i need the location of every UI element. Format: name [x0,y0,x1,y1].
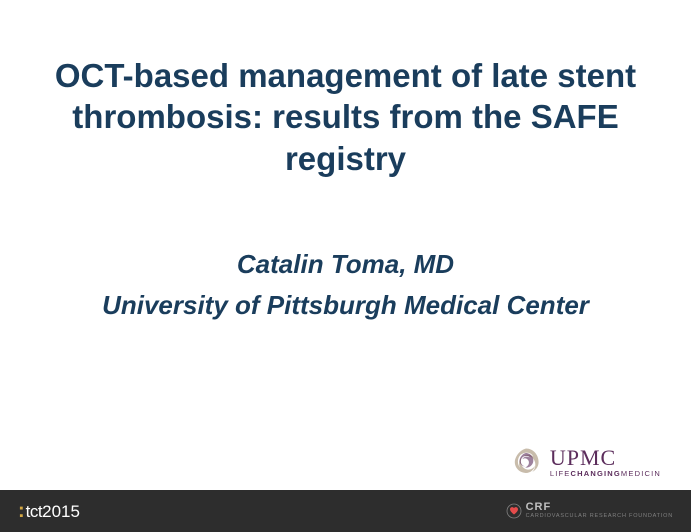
tct-logo: : tct2015 [18,500,80,523]
upmc-tagline: LIFECHANGINGMEDICIN [550,470,661,478]
upmc-text-block: UPMC LIFECHANGINGMEDICIN [550,447,661,478]
crf-sub-text: CARDIOVASCULAR RESEARCH FOUNDATION [526,514,673,520]
footer-bar: : tct2015 CRF CARDIOVASCULAR RESEARCH FO… [0,490,691,532]
upmc-main-text: UPMC [550,447,661,469]
upmc-logo: UPMC LIFECHANGINGMEDICIN [508,444,661,480]
upmc-tagline-bold: CHANGING [570,469,620,478]
tct-text: tct [26,502,42,522]
slide-container: OCT-based management of late stent throm… [0,0,691,532]
crf-logo: CRF CARDIOVASCULAR RESEARCH FOUNDATION [506,502,673,520]
slide-title: OCT-based management of late stent throm… [40,55,651,179]
crf-heart-icon [506,503,522,519]
upmc-swirl-icon [508,444,544,480]
upmc-tagline-suffix: MEDICIN [621,469,661,478]
crf-main-text: CRF [526,502,673,513]
crf-text-block: CRF CARDIOVASCULAR RESEARCH FOUNDATION [526,502,673,520]
institution-name: University of Pittsburgh Medical Center [40,290,651,321]
author-name: Catalin Toma, MD [40,249,651,280]
tct-year: 2015 [42,502,80,522]
upmc-tagline-prefix: LIFE [550,469,571,478]
tct-accent-icon: : [18,500,25,523]
